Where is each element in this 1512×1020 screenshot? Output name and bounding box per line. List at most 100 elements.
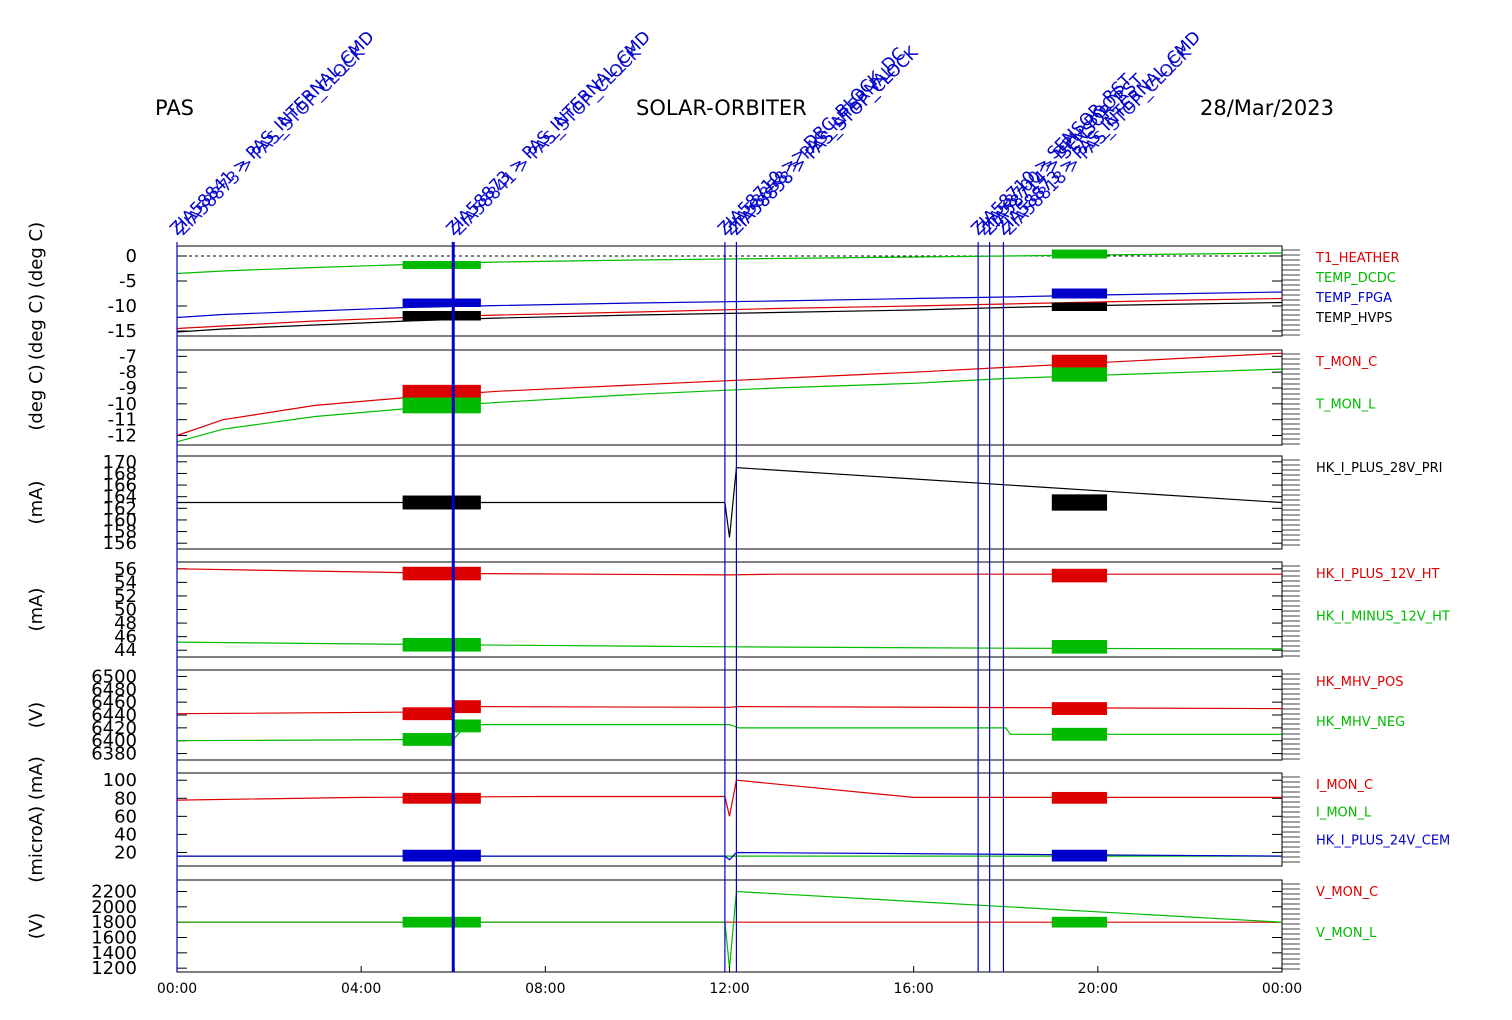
series-label: TEMP_HVPS (1315, 311, 1392, 326)
series-line-i-mon-c (176, 779, 1282, 817)
y-tick-label: -10 (108, 296, 137, 317)
data-block (1051, 791, 1108, 804)
x-axis: 00:00 04:00 08:00 12:00 16:00 20:00 00:00 (157, 966, 1302, 997)
y-tick-label: 170 (103, 452, 137, 473)
y-tick-label: 0 (126, 246, 137, 267)
series-label: I_MON_L (1316, 806, 1372, 821)
event-label: ZIA58818 > PAS_STOP_CLOCK (999, 42, 1196, 239)
data-block (402, 733, 454, 746)
data-block (1051, 367, 1108, 382)
y-tick-label: 162 (103, 498, 137, 519)
series-label: T_MON_L (1315, 398, 1376, 413)
event-label: ZIA58858 > PAS_STOP_CLOCK (726, 42, 923, 239)
mission-title: SOLAR-ORBITER (636, 96, 807, 120)
y-tick-label: 60 (114, 806, 137, 827)
data-block (453, 700, 481, 714)
y-axis-label: (mA) (26, 481, 47, 525)
y-tick-label: 6460 (91, 692, 137, 713)
data-block (402, 384, 481, 401)
y-tick-label: -7 (119, 346, 137, 367)
data-block (1051, 727, 1108, 741)
y-axis-label: (deg C) (26, 364, 47, 430)
y-tick-label: 100 (103, 770, 137, 791)
series-line-hk-i-plus-28v-pri (177, 466, 1283, 538)
series-line-hk-mhv-pos (176, 705, 1283, 715)
data-block (1051, 354, 1108, 369)
y-tick-label: 6420 (91, 718, 137, 739)
data-block (1051, 640, 1108, 654)
y-tick-label: -10 (108, 394, 137, 415)
y-tick-label: 6500 (91, 666, 137, 687)
series-line-hk-i-minus-12v-ht (176, 641, 1283, 650)
y-tick-label: 6380 (91, 744, 137, 765)
y-tick-label: -8 (119, 362, 137, 383)
data-block (402, 638, 481, 652)
series-line-temp-fpga (176, 291, 1283, 319)
y-tick-label: 158 (103, 522, 137, 543)
data-block (1051, 302, 1108, 311)
instrument-title: PAS (155, 96, 195, 120)
y-tick-label: 44 (114, 640, 137, 661)
panel-frame (176, 669, 1283, 761)
data-block (1051, 849, 1108, 862)
series-label: HK_MHV_NEG (1316, 715, 1405, 730)
series-label: T_MON_C (1315, 355, 1377, 370)
series-label: V_MON_L (1316, 926, 1377, 941)
y-tick-label: 6440 (91, 705, 137, 726)
panel-frame (176, 772, 1283, 867)
panel-frame (176, 561, 1283, 658)
data-block (402, 566, 481, 581)
series-label: HK_I_MINUS_12V_HT (1316, 610, 1450, 625)
y-tick-label: -9 (119, 378, 137, 399)
y-tick-label: 80 (114, 788, 137, 809)
series-line-hk-i-plus-12v-ht (176, 568, 1282, 576)
series-label: TEMP_FPGA (1315, 291, 1392, 306)
y-tick-label: 2000 (91, 897, 137, 918)
data-block (402, 261, 481, 269)
series-line-t1-heather (176, 297, 1283, 330)
y-tick-label: 166 (103, 475, 137, 496)
series-line-t-mon-l (176, 368, 1283, 443)
y-axis-label: (deg C) (deg C) (26, 222, 47, 360)
series-label: TEMP_DCDC (1315, 271, 1396, 286)
y-tick-label: -15 (108, 321, 137, 342)
y-tick-label: 20 (114, 842, 137, 863)
x-tick-label: 00:00 (1262, 981, 1302, 997)
panel-2: -7-8-9-10-11-12 (deg C) T_MON_C T_MON_L (26, 346, 1377, 446)
series-label: HK_I_PLUS_28V_PRI (1316, 461, 1442, 476)
data-block (402, 916, 481, 928)
x-tick-label: 12:00 (709, 981, 749, 997)
data-block (402, 311, 481, 321)
y-tick-label: -5 (119, 271, 137, 292)
x-tick-label: 16:00 (893, 981, 933, 997)
data-block (402, 849, 481, 862)
y-tick-label: 52 (114, 586, 137, 607)
series-line-temp-hvps (176, 301, 1283, 333)
y-tick-label: 160 (103, 510, 137, 531)
y-axis-label: (V) (26, 913, 47, 939)
y-tick-label: 164 (103, 487, 137, 508)
series-label: HK_I_PLUS_24V_CEM (1316, 833, 1450, 848)
panel-frame (176, 879, 1283, 973)
y-axis-label: (V) (26, 702, 47, 728)
data-block (1051, 702, 1108, 715)
data-block (402, 298, 481, 307)
y-tick-label: 56 (114, 559, 137, 580)
series-label: V_MON_C (1316, 885, 1378, 900)
series-line-v-mon-l (177, 890, 1283, 969)
y-tick-label: 1200 (91, 958, 137, 979)
data-block (1051, 249, 1108, 259)
data-block (1051, 288, 1108, 299)
x-tick-label: 08:00 (525, 981, 565, 997)
y-tick-label: 1600 (91, 928, 137, 949)
data-block (1051, 916, 1108, 928)
y-tick-label: 2200 (91, 882, 137, 903)
panel-1: 0 -5 -10 -15 (deg C) (deg C) T1_HEATHER TEMP_D… (26, 222, 1400, 360)
